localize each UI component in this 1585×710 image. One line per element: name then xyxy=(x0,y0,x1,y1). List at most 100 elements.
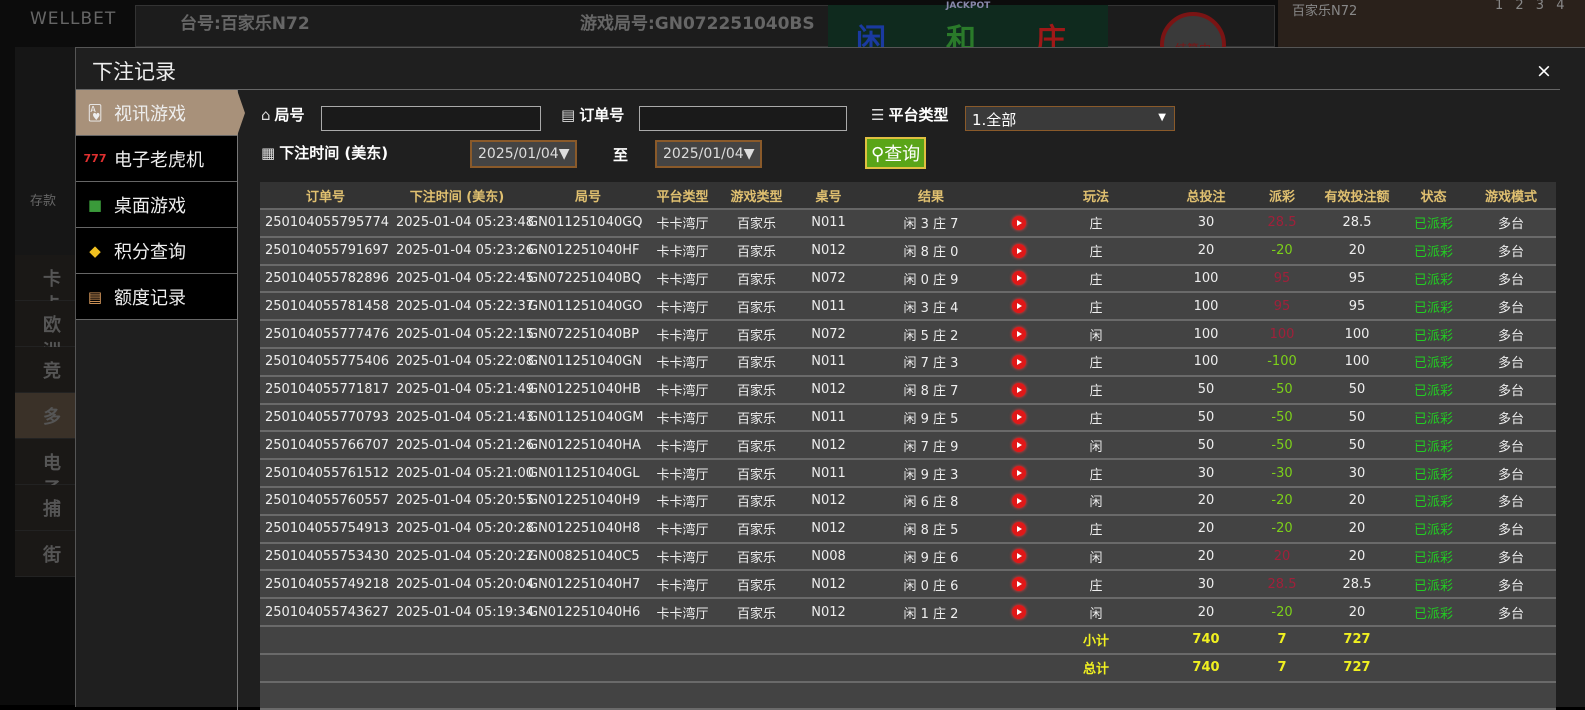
table-row: 250104055775406 2025-01-04 05:22:08 GN0112… xyxy=(260,347,1556,377)
cell-status: 已派彩 xyxy=(1401,570,1466,600)
replay-cell xyxy=(1006,209,1031,238)
cell-total-bet: 20 xyxy=(1161,486,1251,516)
empty-cell xyxy=(523,653,653,683)
bg-side-item: 卡卡 xyxy=(15,255,75,316)
play-video-icon[interactable] xyxy=(1011,438,1026,453)
cell-bet-type: 庄 xyxy=(1031,236,1161,266)
cell-valid-bet: 100 xyxy=(1313,347,1401,377)
order-filter-label: ▤ 订单号 xyxy=(561,105,625,125)
cell-total-bet: 20 xyxy=(1161,542,1251,572)
play-video-icon[interactable] xyxy=(1011,605,1026,620)
empty-cell xyxy=(1313,681,1401,710)
tag-icon: ⌂ xyxy=(261,105,271,124)
empty-cell xyxy=(653,681,712,710)
date-from-picker[interactable]: 2025/01/04▼ xyxy=(470,140,578,168)
play-video-icon[interactable] xyxy=(1011,466,1026,481)
empty-cell xyxy=(653,653,712,683)
cell-game-type: 百家乐 xyxy=(712,292,801,322)
play-video-icon[interactable] xyxy=(1011,577,1026,592)
cell-status: 已派彩 xyxy=(1401,514,1466,544)
play-video-icon[interactable] xyxy=(1011,243,1026,258)
cell-table-no: N011 xyxy=(801,292,856,322)
cell-table-no: N072 xyxy=(801,264,856,294)
play-video-icon[interactable] xyxy=(1011,521,1026,536)
query-button[interactable]: ⚲查询 xyxy=(865,137,927,169)
cell-status: 已派彩 xyxy=(1401,375,1466,405)
cell-bet-type: 闲 xyxy=(1031,542,1161,572)
empty-cell xyxy=(1251,681,1313,710)
cell-round-no: GN072251040BP xyxy=(523,320,653,349)
cell-game-type: 百家乐 xyxy=(712,264,801,294)
total-bet: 740 xyxy=(1161,653,1251,683)
cell-order-no: 250104055760557 xyxy=(260,486,391,516)
cell-game-mode: 多台 xyxy=(1466,514,1556,544)
cell-result: 闲 6 庄 8 xyxy=(856,486,1006,516)
cell-game-mode: 多台 xyxy=(1466,264,1556,294)
column-header-bet-time: 下注时间 (美东) xyxy=(391,182,523,210)
play-video-icon[interactable] xyxy=(1011,327,1026,342)
table-row: 250104055770793 2025-01-04 05:21:43 GN0112… xyxy=(260,403,1556,433)
cell-result: 闲 7 庄 3 xyxy=(856,347,1006,377)
bg-side-item: 捕 xyxy=(15,485,75,531)
cell-total-bet: 30 xyxy=(1161,459,1251,488)
play-video-icon[interactable] xyxy=(1011,215,1026,230)
cell-table-no: N012 xyxy=(801,431,856,461)
play-video-icon[interactable] xyxy=(1011,299,1026,314)
cell-table-no: N011 xyxy=(801,459,856,488)
jackpot-label: JACKPOT xyxy=(946,1,991,11)
cell-bet-type: 闲 xyxy=(1031,486,1161,516)
cell-game-type: 百家乐 xyxy=(712,542,801,572)
empty-cell xyxy=(260,653,391,683)
date-to-picker[interactable]: 2025/01/04▼ xyxy=(655,140,763,168)
nav-item-live-games[interactable]: 🂱 视讯游戏 xyxy=(76,90,245,136)
round-input[interactable] xyxy=(321,106,541,131)
play-video-icon[interactable] xyxy=(1011,410,1026,425)
cell-game-type: 百家乐 xyxy=(712,570,801,600)
cell-bet-type: 庄 xyxy=(1031,292,1161,322)
cell-platform: 卡卡湾厅 xyxy=(653,486,712,516)
cell-payout: 28.5 xyxy=(1251,209,1313,238)
cell-valid-bet: 30 xyxy=(1313,459,1401,488)
cell-payout: 20 xyxy=(1251,542,1313,572)
cell-result: 闲 0 庄 6 xyxy=(856,570,1006,600)
cell-total-bet: 30 xyxy=(1161,209,1251,238)
cell-valid-bet: 95 xyxy=(1313,264,1401,294)
cell-bet-time: 2025-01-04 05:20:55 xyxy=(391,486,534,516)
nav-item-table-games[interactable]: ■ 桌面游戏 xyxy=(76,182,237,228)
nav-item-slots[interactable]: 777 电子老虎机 xyxy=(76,136,237,182)
cell-platform: 卡卡湾厅 xyxy=(653,236,712,266)
empty-cell xyxy=(712,681,801,710)
brand-logo: WELLBET xyxy=(30,9,117,29)
total-row: 总计 740 7 727 xyxy=(260,653,1556,683)
platform-select[interactable]: 1.全部 ▼ xyxy=(965,106,1175,131)
play-video-icon[interactable] xyxy=(1011,271,1026,286)
total-label: 总计 xyxy=(1031,653,1161,683)
cell-status: 已派彩 xyxy=(1401,236,1466,266)
play-video-icon[interactable] xyxy=(1011,549,1026,564)
bet-area: 闲 和 JACKPOT 庄 xyxy=(828,1,1108,58)
cell-valid-bet: 50 xyxy=(1313,431,1401,461)
order-input[interactable] xyxy=(639,106,847,131)
play-video-icon[interactable] xyxy=(1011,493,1026,508)
table-label: 台号:百家乐N72 xyxy=(180,14,310,34)
cell-bet-type: 庄 xyxy=(1031,209,1161,238)
cell-platform: 卡卡湾厅 xyxy=(653,514,712,544)
nav-item-credit[interactable]: ▤ 额度记录 xyxy=(76,274,237,320)
cell-order-no: 250104055749218 xyxy=(260,570,391,600)
cell-game-mode: 多台 xyxy=(1466,292,1556,322)
table-cards-icon: ■ xyxy=(87,195,103,214)
cell-game-type: 百家乐 xyxy=(712,459,801,488)
nav-item-points[interactable]: ◆ 积分查询 xyxy=(76,228,237,274)
cell-order-no: 250104055753430 xyxy=(260,542,391,572)
replay-cell xyxy=(1006,570,1031,600)
play-video-icon[interactable] xyxy=(1011,382,1026,397)
cell-order-no: 250104055761512 xyxy=(260,459,391,488)
play-video-icon[interactable] xyxy=(1011,354,1026,369)
cell-bet-type: 闲 xyxy=(1031,431,1161,461)
cell-payout: 28.5 xyxy=(1251,570,1313,600)
empty-cell xyxy=(801,681,856,710)
to-label: 至 xyxy=(613,146,629,164)
cell-order-no: 250104055743627 xyxy=(260,598,391,627)
close-button[interactable]: × xyxy=(1536,60,1552,82)
cell-table-no: N011 xyxy=(801,347,856,377)
